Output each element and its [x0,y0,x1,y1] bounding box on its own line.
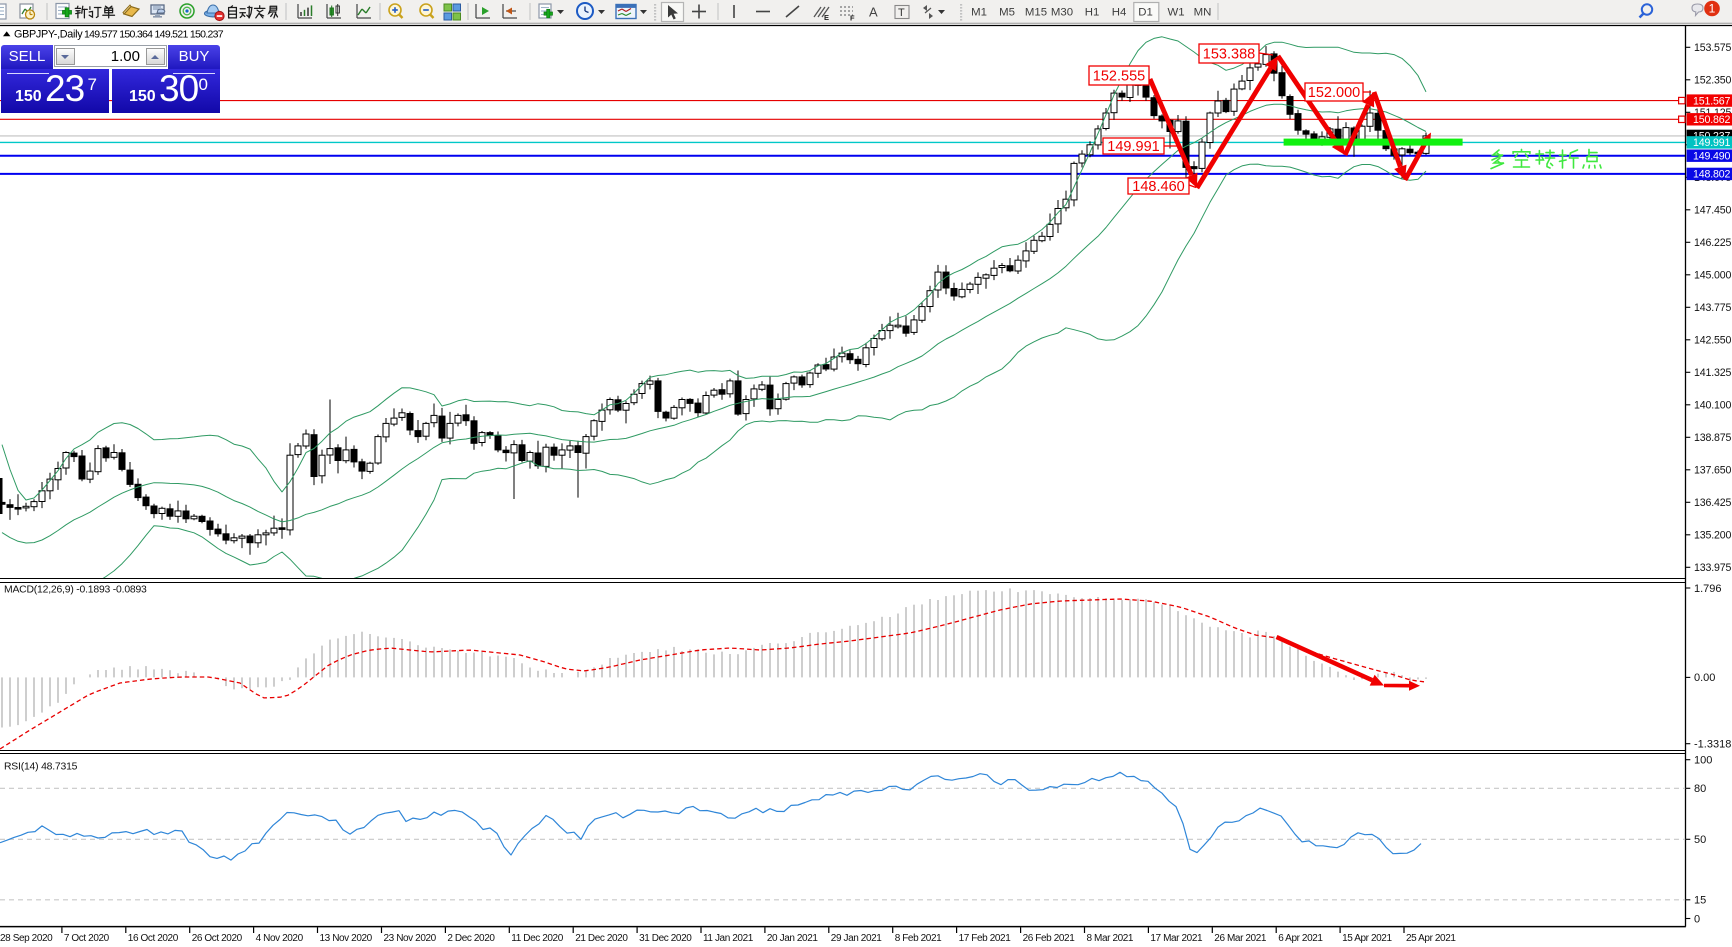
svg-text:H4: H4 [1112,7,1127,19]
svg-text:17 Mar 2021: 17 Mar 2021 [1150,933,1203,944]
svg-text:MN: MN [1194,7,1212,19]
svg-text:20 Jan 2021: 20 Jan 2021 [767,933,818,944]
svg-text:8 Mar 2021: 8 Mar 2021 [1087,933,1134,944]
svg-text:13 Nov 2020: 13 Nov 2020 [320,933,373,944]
svg-text:147.450: 147.450 [1694,205,1732,217]
svg-text:4 Nov 2020: 4 Nov 2020 [256,933,304,944]
svg-text:7 Oct 2020: 7 Oct 2020 [64,933,110,944]
svg-text:133.975: 133.975 [1694,562,1732,574]
svg-text:1: 1 [1709,2,1716,16]
svg-text:148.802: 148.802 [1693,169,1731,181]
svg-text:135.200: 135.200 [1694,530,1732,542]
svg-text:145.000: 145.000 [1694,270,1732,282]
svg-text:152.555: 152.555 [1093,69,1145,85]
svg-text:W1: W1 [1167,7,1184,19]
svg-text:M30: M30 [1051,7,1073,19]
svg-text:2 Dec 2020: 2 Dec 2020 [447,933,495,944]
svg-text:D1: D1 [1138,7,1153,19]
svg-text:F: F [850,14,855,23]
svg-text:100: 100 [1694,755,1712,767]
svg-text:0: 0 [1694,913,1700,925]
svg-text:1.796: 1.796 [1694,583,1722,595]
svg-text:149.991: 149.991 [1107,139,1159,155]
svg-text:16 Oct 2020: 16 Oct 2020 [128,933,179,944]
svg-text:M15: M15 [1025,7,1047,19]
svg-text:80: 80 [1694,783,1706,795]
svg-text:153.388: 153.388 [1203,47,1255,63]
svg-text:143.775: 143.775 [1694,302,1732,314]
svg-text:26 Oct 2020: 26 Oct 2020 [192,933,243,944]
svg-text:137.650: 137.650 [1694,465,1732,477]
svg-text:149.490: 149.490 [1693,151,1731,163]
svg-text:M5: M5 [999,7,1015,19]
svg-text:146.225: 146.225 [1694,237,1732,249]
svg-text:11 Jan 2021: 11 Jan 2021 [703,933,754,944]
svg-text:28 Sep 2020: 28 Sep 2020 [0,933,53,944]
svg-text:148.460: 148.460 [1132,179,1184,195]
svg-text:RSI(14) 48.7315: RSI(14) 48.7315 [4,762,78,773]
svg-text:149.577 150.364 149.521 150.23: 149.577 150.364 149.521 150.237 [84,29,224,41]
svg-text:MACD(12,26,9) -0.1893 -0.0893: MACD(12,26,9) -0.1893 -0.0893 [4,585,147,596]
svg-text:21 Dec 2020: 21 Dec 2020 [575,933,628,944]
svg-text:140.100: 140.100 [1694,400,1732,412]
svg-text:136.425: 136.425 [1694,497,1732,509]
svg-text:149.991: 149.991 [1693,137,1731,149]
svg-text:138.875: 138.875 [1694,432,1732,444]
svg-text:15: 15 [1694,895,1706,907]
svg-text:26 Mar 2021: 26 Mar 2021 [1214,933,1267,944]
svg-text:H1: H1 [1085,7,1100,19]
svg-text:152.000: 152.000 [1308,85,1360,101]
svg-text:50: 50 [1694,834,1706,846]
svg-text:T: T [898,7,905,19]
svg-text:26 Feb 2021: 26 Feb 2021 [1023,933,1076,944]
svg-text:29 Jan 2021: 29 Jan 2021 [831,933,882,944]
svg-text:GBPJPY-,Daily: GBPJPY-,Daily [14,29,83,41]
svg-text:25 Apr 2021: 25 Apr 2021 [1406,933,1456,944]
svg-text:150.862: 150.862 [1693,114,1731,126]
svg-text:E: E [824,13,829,22]
svg-text:8 Feb 2021: 8 Feb 2021 [895,933,942,944]
svg-text:141.325: 141.325 [1694,367,1732,379]
svg-text:15 Apr 2021: 15 Apr 2021 [1342,933,1392,944]
svg-text:6 Apr 2021: 6 Apr 2021 [1278,933,1323,944]
svg-text:-1.3318: -1.3318 [1694,739,1731,751]
svg-text:M1: M1 [971,7,987,19]
svg-text:142.550: 142.550 [1694,335,1732,347]
svg-text:151.567: 151.567 [1693,95,1731,107]
svg-text:11 Dec 2020: 11 Dec 2020 [511,933,563,944]
svg-text:0.00: 0.00 [1694,672,1715,684]
svg-text:31 Dec 2020: 31 Dec 2020 [639,933,692,944]
svg-text:17 Feb 2021: 17 Feb 2021 [959,933,1012,944]
svg-text:23 Nov 2020: 23 Nov 2020 [384,933,437,944]
svg-text:153.575: 153.575 [1694,42,1732,54]
svg-text:152.350: 152.350 [1694,75,1732,87]
svg-text:A: A [869,5,878,20]
